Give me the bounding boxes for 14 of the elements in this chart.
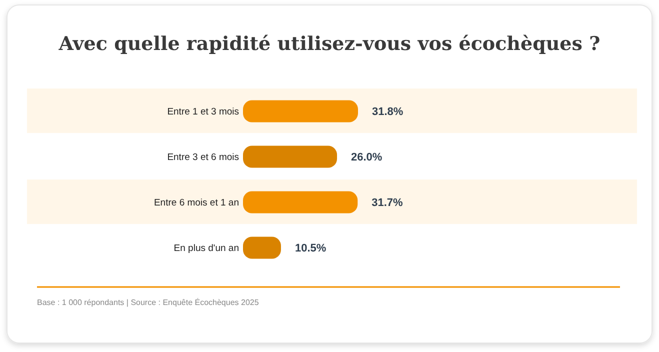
data-label: 26.0% — [351, 152, 382, 164]
bar — [243, 191, 358, 214]
data-label: 31.8% — [372, 106, 404, 118]
bar — [243, 100, 358, 122]
y-tick-label: En plus d'un an — [174, 243, 239, 254]
y-tick-label: Entre 3 et 6 mois — [167, 152, 240, 164]
data-label: 31.7% — [372, 197, 404, 210]
y-tick-label: Entre 1 et 3 mois — [167, 106, 240, 118]
chart-title: Avec quelle rapidité utilisez-vous vos écochèques ? — [58, 33, 600, 55]
bar — [243, 236, 281, 259]
bar — [243, 146, 338, 168]
y-tick-label: Entre 6 mois et 1 an — [154, 198, 239, 209]
data-label: 10.5% — [294, 242, 326, 255]
text: Base : 1 000 répondants | Source : Enquête Écochèques 2025 — [37, 298, 260, 307]
